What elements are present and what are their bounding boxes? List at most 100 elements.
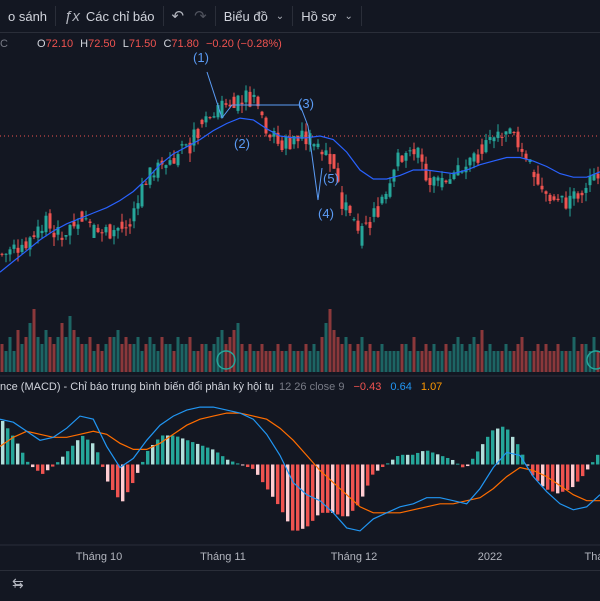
candle-body — [220, 100, 224, 118]
undo-button[interactable]: ↶ — [164, 0, 193, 32]
wave-label: (3) — [298, 96, 314, 111]
redo-button[interactable]: ↷ — [192, 0, 215, 32]
macd-histogram-bar — [156, 439, 160, 465]
macd-histogram-bar — [231, 461, 235, 465]
candle-body — [572, 191, 576, 199]
volume-bar — [68, 316, 72, 372]
price-chart[interactable]: (1) (2) (3) (4) (5) Tháng 10 Tháng 11 Tháng 12 2… — [0, 0, 600, 570]
candle-body — [468, 157, 472, 166]
macd-histogram-bar — [91, 443, 95, 465]
volume-bar — [152, 344, 156, 372]
candle-body — [520, 148, 524, 152]
indicators-button[interactable]: ƒx Các chỉ báo — [56, 0, 163, 32]
candle-body — [324, 150, 328, 155]
macd-histogram-bar — [141, 461, 145, 465]
volume-bar — [172, 351, 176, 372]
candle-body — [508, 128, 512, 134]
candle-body — [372, 208, 376, 217]
candle-body — [276, 132, 280, 144]
macd-histogram-bar — [491, 430, 495, 465]
candle-body — [416, 147, 420, 158]
candle-body — [564, 197, 568, 209]
volume-bar — [84, 344, 88, 372]
macd-histogram-bar — [206, 447, 210, 465]
x-tick-label: Thá — [585, 551, 600, 563]
candle-body — [352, 219, 356, 221]
candle-body — [244, 90, 248, 103]
candle-body — [296, 135, 300, 142]
volume-bar — [132, 344, 136, 372]
candle-body — [116, 228, 120, 231]
macd-histogram-bar — [71, 445, 75, 465]
macd-histogram-bar — [436, 454, 440, 465]
compare-button[interactable]: o sánh — [0, 0, 55, 32]
volume-bar — [468, 344, 472, 372]
volume-bar — [12, 351, 16, 372]
macd-histogram-bar — [6, 428, 10, 465]
volume-bar — [36, 337, 40, 372]
volume-bar — [496, 351, 500, 372]
volume-bar — [96, 344, 100, 372]
macd-histogram-bar — [256, 464, 260, 475]
calendar-range-icon[interactable]: ⌐ — [14, 577, 22, 592]
volume-bar — [120, 344, 124, 372]
volume-bar — [64, 337, 68, 372]
candle-body — [92, 224, 96, 238]
candle-body — [576, 193, 580, 199]
candle-body — [556, 198, 560, 201]
candle-body — [240, 102, 244, 105]
goto-date-icon[interactable]: ⇆ — [12, 575, 24, 591]
macd-histogram-bar — [586, 464, 590, 470]
candle-body — [192, 129, 196, 146]
macd-histogram-bar — [571, 464, 575, 488]
volume-bar — [352, 351, 356, 372]
candle-body — [460, 171, 464, 173]
candle-body — [104, 227, 108, 233]
candle-body — [184, 144, 188, 146]
candle-body — [180, 144, 184, 146]
volume-bar — [212, 344, 216, 372]
candle-body — [124, 227, 128, 229]
macd-histogram-bar — [321, 464, 325, 513]
candle-body — [232, 96, 236, 109]
candle-body — [176, 154, 180, 166]
candle-body — [300, 130, 304, 139]
volume-bar — [448, 351, 452, 372]
macd-histogram-bar — [191, 442, 195, 465]
volume-bar — [416, 351, 420, 372]
signal-line — [0, 412, 600, 514]
top-toolbar: o sánh ƒx Các chỉ báo ↶ ↷ Biểu đồ ⌄ Hồ s… — [0, 0, 600, 33]
candle-body — [216, 105, 220, 118]
close-label: C — [163, 38, 172, 50]
volume-bar — [420, 351, 424, 372]
volume-bar — [456, 337, 460, 372]
volume-bar — [256, 351, 260, 372]
macd-histogram-bar — [291, 464, 295, 531]
candle-body — [280, 140, 284, 151]
candle-body — [392, 169, 396, 182]
macd-histogram-bar — [56, 462, 60, 465]
candle-body — [408, 150, 412, 152]
macd-histogram-bar — [376, 464, 380, 471]
volume-bar — [76, 337, 80, 372]
profile-button[interactable]: Hồ sơ ⌄ — [293, 0, 361, 32]
volume-bar — [92, 351, 96, 372]
macd-histogram-bar — [261, 464, 265, 483]
volume-bar — [460, 344, 464, 372]
volume-bar — [344, 337, 348, 372]
wave-label: (1) — [193, 50, 209, 65]
candle-body — [20, 244, 24, 252]
macd-legend[interactable]: nce (MACD) - Chỉ báo trung bình biến đổi… — [0, 381, 442, 393]
volume-bar — [388, 351, 392, 372]
candle-body — [344, 202, 348, 211]
candle-body — [548, 194, 552, 202]
volume-bar — [592, 337, 596, 372]
chart-type-button[interactable]: Biểu đồ ⌄ — [216, 0, 292, 32]
candle-body — [336, 168, 340, 182]
wave-label: (2) — [234, 136, 250, 151]
high-label: H — [80, 38, 89, 50]
open-value: 72.10 — [45, 38, 74, 50]
candle-body — [248, 91, 252, 107]
volume-bar — [124, 337, 128, 372]
volume-bar — [472, 337, 476, 372]
